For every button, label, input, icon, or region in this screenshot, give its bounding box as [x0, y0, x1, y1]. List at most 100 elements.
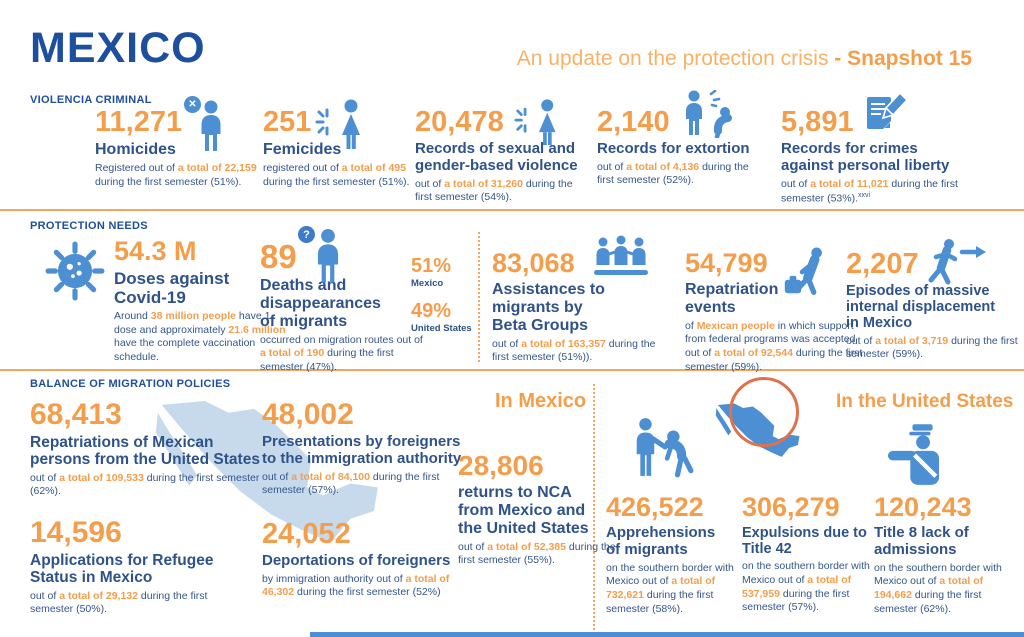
question-badge-icon: ?: [298, 226, 315, 243]
apprehension-icon: [630, 415, 694, 481]
stat-value: 120,243: [874, 492, 972, 522]
page-title: MEXICO: [30, 24, 206, 72]
split-percent: 49%: [411, 300, 452, 322]
stat-desc: registered out of a total of 495 during …: [263, 162, 425, 189]
desc-text: during the first semester (59%).: [685, 347, 863, 373]
stat-label: Assistances to migrants by Beta Groups: [492, 281, 605, 334]
desc-text: occurred on migration routes out of: [260, 333, 423, 346]
stat-value: 20,478: [415, 106, 504, 138]
desc-highlight: a total of 92,544: [714, 347, 793, 360]
stat-desc: out of a total of 163,357 during the fir…: [492, 338, 660, 365]
stat-label: Deaths and disappearances of migrants: [260, 277, 381, 330]
stat-refugee-applications: 14,596 Applications for Refugee Status i…: [30, 518, 245, 617]
stat-label: Episodes of massive internal displacemen…: [846, 283, 996, 332]
stat-desc: out of a total of 29,132 during the firs…: [30, 590, 230, 617]
desc-text: of: [685, 319, 697, 332]
subtitle-snapshot: - Snapshot 15: [834, 47, 972, 70]
desc-highlight: a total of 31,260: [444, 177, 523, 190]
stat-value: 89: [260, 238, 297, 275]
desc-highlight: Mexican people: [696, 319, 775, 332]
desc-text: Around: [114, 310, 151, 323]
desc-text: out of: [846, 334, 876, 347]
border-officer-icon: [888, 423, 956, 485]
desc-text: during the first semester (54%).: [415, 177, 573, 204]
stat-repatriation-events: 54,799 Repatriation events of Mexican pe…: [685, 247, 870, 374]
desc-highlight: a total of 537,959: [742, 574, 852, 600]
desc-text: out of: [262, 470, 292, 483]
stat-label: Apprehensions of migrants: [606, 524, 716, 558]
stat-presentations: 48,002 Presentations by foreigners to th…: [262, 400, 467, 498]
stat-value: 54,799: [685, 248, 768, 278]
desc-highlight: a total of 732,621: [606, 575, 716, 601]
extortion-icon: [681, 90, 735, 138]
stat-label: Records for extortion: [597, 140, 750, 157]
split-mexico: 51% Mexico: [411, 256, 491, 289]
x-badge-icon: ✕: [184, 96, 201, 113]
person-question-icon: ?: [298, 226, 346, 284]
female-burst-icon: [514, 98, 562, 146]
desc-text: have the complete vaccination schedule.: [114, 337, 256, 363]
desc-highlight: a total of 22,159: [177, 161, 257, 174]
stat-extortion: 2,140 Records for extortion out of a tot…: [597, 90, 772, 188]
desc-text: during the first semester (47%).: [260, 347, 394, 373]
desc-highlight: a total of 29,132: [59, 589, 138, 602]
stat-beta-groups: 83,068 Assistances to migrants by Beta G…: [492, 235, 662, 365]
people-group-icon: [594, 232, 648, 276]
desc-text: during the first semester (51%).: [95, 175, 242, 188]
desc-highlight: a total of 109,533: [59, 471, 144, 484]
subtitle-text: An update on the protection crisis: [516, 47, 835, 70]
desc-text: during the first semester (57%).: [262, 470, 440, 497]
split-label: Mexico: [411, 278, 444, 289]
stat-desc: occurred on migration routes out of a to…: [260, 334, 428, 375]
stat-label: Deportations of foreigners: [262, 552, 451, 569]
stat-desc: out of a total of 3,719 during the first…: [846, 335, 1018, 362]
stat-label: Doses against Covid-19: [114, 269, 230, 308]
in-mexico-header: In Mexico: [495, 390, 587, 412]
stat-sexual-violence: 20,478 Records of sexual and gender-base…: [415, 99, 593, 205]
desc-text: on the southern border with Mexico out o…: [874, 561, 1002, 588]
section-label-violencia-criminal: VIOLENCIA CRIMINAL: [30, 94, 152, 106]
desc-highlight: 21.6 million: [228, 323, 286, 336]
desc-text: during the first semester (62%).: [30, 471, 260, 498]
mexico-map-light: [146, 390, 480, 637]
desc-text: Registered out of: [95, 161, 178, 174]
stat-value: 28,806: [458, 450, 544, 481]
desc-highlight: a total of 4,136: [626, 160, 700, 173]
stat-apprehensions: 426,522 Apprehensions of migrants on the…: [606, 494, 741, 616]
stat-value: 54.3 M: [114, 236, 197, 266]
stat-value: 24,052: [262, 518, 351, 550]
virus-icon: [45, 241, 105, 301]
stat-value: 306,279: [742, 492, 840, 522]
stat-desc: out of a total of 11,021 during the firs…: [781, 178, 976, 207]
stat-label: Records for crimes against personal libe…: [781, 140, 950, 174]
stat-desc: Around 38 million people have 1 dose and…: [114, 310, 286, 365]
person-icon: ✕: [184, 96, 228, 152]
stat-desc: on the southern border with Mexico out o…: [742, 560, 870, 615]
stat-label: Presentations by foreigners to the immig…: [262, 433, 462, 467]
stat-internal-displacement: 2,207 Episodes of massive internal displ…: [846, 239, 1021, 362]
stat-nca-returns: 28,806 returns to NCA from Mexico and th…: [458, 452, 628, 568]
page-subtitle: An update on the protection crisis - Sna…: [517, 47, 972, 71]
stat-femicides: 251 Femicides registered out of a total …: [263, 99, 413, 189]
stat-title8-admissions: 120,243 Title 8 lack of admissions on th…: [874, 494, 1019, 616]
desc-highlight: a total of 163,357: [521, 337, 606, 350]
desc-text: out of: [30, 589, 60, 602]
female-burst-icon: [315, 98, 367, 150]
footer-bar: [310, 632, 1024, 637]
desc-text: out of: [781, 177, 811, 190]
stat-value: 2,207: [846, 248, 919, 280]
desc-text: during the first semester (62%).: [874, 588, 982, 615]
dotted-divider: [593, 384, 595, 630]
desc-highlight: a total of 3,719: [875, 334, 949, 347]
desc-text: during the first semester (59%).: [846, 334, 1018, 361]
stat-label: Repatriation events: [685, 281, 779, 316]
desc-highlight: a total of 495: [341, 161, 406, 174]
stat-value: 11,271: [95, 106, 183, 138]
stat-repatriations-us: 68,413 Repatriations of Mexican persons …: [30, 400, 275, 499]
in-united-states-header: In the United States: [836, 391, 1014, 412]
desc-text: on the southern border with Mexico out o…: [606, 561, 734, 588]
stat-desc: on the southern border with Mexico out o…: [606, 562, 738, 617]
desc-text: on the southern border with Mexico out o…: [742, 560, 870, 587]
desc-text: have 1 dose and approximately: [114, 310, 271, 336]
